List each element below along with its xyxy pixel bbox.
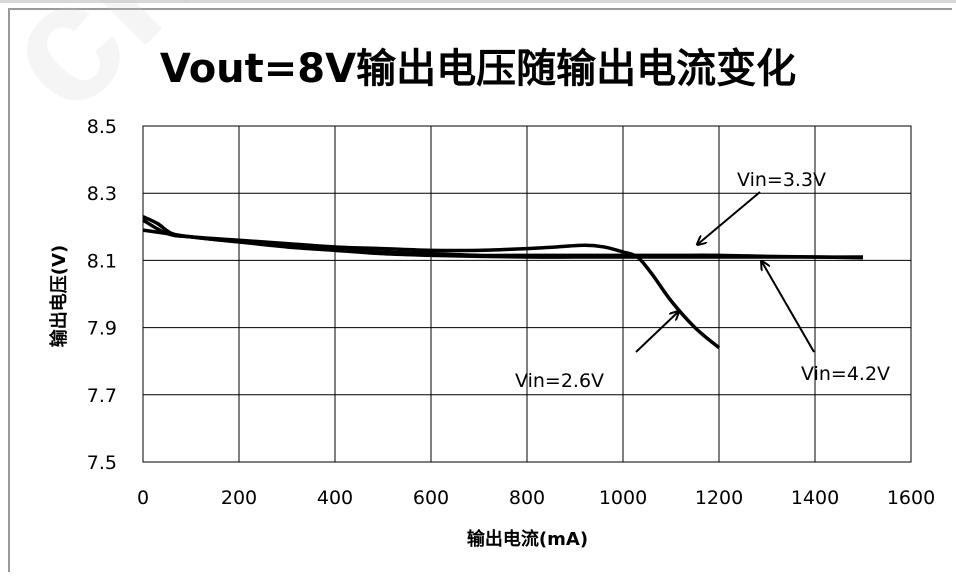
y-tick-label: 7.9	[87, 318, 117, 340]
annotation-label: Vin=4.2V	[801, 363, 890, 385]
top-border	[0, 0, 956, 3]
y-tick-label: 7.5	[87, 452, 117, 474]
y-tick-label: 8.5	[87, 116, 117, 138]
grid	[142, 125, 912, 463]
x-tick-label: 600	[413, 487, 449, 509]
chart-frame	[8, 8, 952, 572]
x-tick-label: 1200	[695, 487, 743, 509]
y-tick-label: 8.3	[87, 183, 117, 205]
x-tick-label: 400	[317, 487, 353, 509]
annotation-arrow	[635, 312, 678, 353]
series-line-3	[142, 215, 864, 260]
x-tick-labels: 0 200 400 600 800 1000 1200 1400 1600	[137, 487, 935, 509]
y-tick-label: 7.7	[87, 385, 117, 407]
x-tick-label: 0	[137, 487, 149, 509]
x-axis-label: 输出电流(mA)	[466, 529, 589, 550]
annotation-arrow	[762, 262, 815, 353]
y-tick-label: 8.1	[87, 250, 117, 272]
series-lines	[142, 215, 864, 350]
x-tick-label: 200	[221, 487, 257, 509]
chart-title: Vout=8V输出电压随输出电流变化	[159, 46, 797, 92]
annotation-label: Vin=2.6V	[515, 370, 604, 392]
annotation-arrow	[698, 191, 761, 244]
x-tick-label: 800	[509, 487, 545, 509]
annotations: Vin=3.3V Vin=2.6V Vin=4.2V	[515, 169, 890, 392]
x-tick-label: 1000	[599, 487, 647, 509]
x-tick-label: 1400	[791, 487, 839, 509]
y-tick-labels: 7.5 7.7 7.9 8.1 8.3 8.5	[87, 116, 117, 474]
annotation-label: Vin=3.3V	[737, 169, 826, 191]
x-tick-label: 1600	[887, 487, 935, 509]
